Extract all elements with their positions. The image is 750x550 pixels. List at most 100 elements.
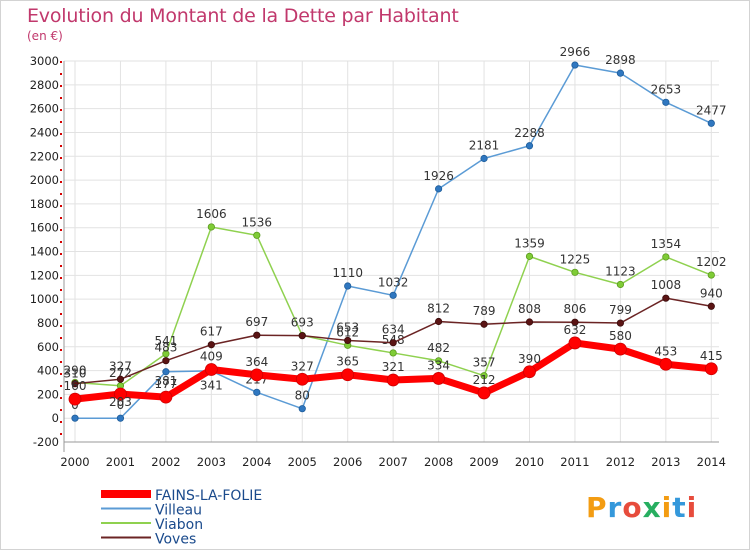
data-label: 341 [200,379,223,393]
y-tick-label: 2800 [30,78,59,92]
data-label: 290 [64,364,87,378]
data-label: 1110 [332,266,363,280]
data-label: 799 [609,303,632,317]
y-tick-label: 2000 [30,173,59,187]
data-point-1 [707,271,715,279]
x-tick-label: 2014 [697,455,726,469]
data-label: 177 [154,377,177,391]
logo-letter: P [586,491,608,524]
data-label: 612 [336,325,359,339]
y-tick-label: 1800 [30,197,59,211]
data-point-2 [662,294,670,302]
data-point-2 [344,336,352,345]
legend-label: FAINS-LA-FOLIE [155,488,262,504]
y-tick-label: 1000 [30,292,59,306]
data-label: 203 [109,395,132,409]
data-point-3 [204,363,218,376]
data-label: 693 [291,316,314,330]
data-label: 409 [200,349,223,363]
data-point-2 [434,317,443,326]
y-tick-label: 3000 [30,54,59,68]
data-point-3 [250,368,264,382]
data-point-3 [341,368,355,382]
y-tick-label: 400 [37,364,59,378]
data-point-0 [616,69,625,77]
data-label: 415 [700,349,723,363]
data-label: 1354 [651,237,682,251]
data-point-1 [207,223,215,231]
data-point-0 [344,282,352,290]
x-tick-label: 2006 [333,455,362,469]
x-tick-label: 2011 [560,455,589,469]
data-label: 364 [245,355,268,369]
y-tick-label: 1200 [30,268,59,282]
data-label: 327 [291,359,314,373]
data-label: 2181 [469,139,500,153]
data-point-0 [71,414,79,422]
x-tick-label: 2007 [379,455,408,469]
data-label: 1032 [378,275,409,289]
x-tick-label: 2002 [151,455,180,469]
data-label: 160 [64,379,87,393]
x-tick-label: 2001 [106,455,135,469]
y-tick-label: 2400 [30,125,59,139]
y-tick-label: 2200 [30,149,59,163]
data-label: 310 [64,366,87,380]
data-label: 357 [473,356,496,370]
data-point-1 [162,350,170,358]
y-tick-label: 1600 [30,221,59,235]
data-point-2 [525,318,534,326]
data-label: 381 [154,374,177,388]
logo-letter: i [661,491,673,524]
logo-letter: r [607,491,623,524]
data-label: 212 [473,373,496,387]
data-label: 2477 [696,103,727,117]
data-point-0 [662,98,670,106]
data-point-2 [298,332,306,340]
x-tick-label: 2005 [288,455,317,469]
data-point-2 [616,319,625,327]
data-point-0 [707,119,715,127]
y-tick-label: 0 [52,411,59,425]
data-point-3 [659,357,673,371]
data-point-2 [707,302,715,310]
data-label: 0 [117,398,125,412]
data-label: 541 [154,334,177,348]
logo-letter: t [672,491,687,524]
data-label: 2653 [651,82,682,96]
data-label: 1926 [423,169,454,183]
x-tick-label: 2000 [60,455,89,469]
data-label: 1606 [196,207,227,221]
legend-label: Villeau [155,503,202,519]
y-tick-label: 800 [37,316,59,330]
data-label: 940 [700,286,723,300]
x-tick-label: 2012 [606,455,635,469]
data-label: 1536 [242,215,273,229]
data-label: 653 [336,320,359,334]
data-point-2 [253,331,261,339]
data-point-1 [571,268,579,276]
data-point-0 [571,61,579,69]
data-point-2 [480,320,488,328]
data-point-3 [386,373,400,387]
data-point-0 [162,368,170,376]
data-point-1 [434,357,443,365]
data-point-3 [477,386,491,400]
data-point-3 [704,362,718,376]
data-label: 697 [245,315,268,329]
x-tick-label: 2004 [242,455,271,469]
x-tick-label: 2008 [424,455,453,469]
x-tick-label: 2003 [197,455,226,469]
y-tick-label: 2600 [30,102,59,116]
data-label: 806 [563,302,586,316]
data-label: 634 [382,323,405,337]
x-tick-label: 2013 [651,455,680,469]
data-label: 321 [382,360,405,374]
data-label: 334 [427,358,450,372]
x-tick-label: 2009 [469,455,498,469]
data-label: 632 [563,323,586,337]
data-point-1 [389,349,397,357]
data-label: 453 [654,344,677,358]
